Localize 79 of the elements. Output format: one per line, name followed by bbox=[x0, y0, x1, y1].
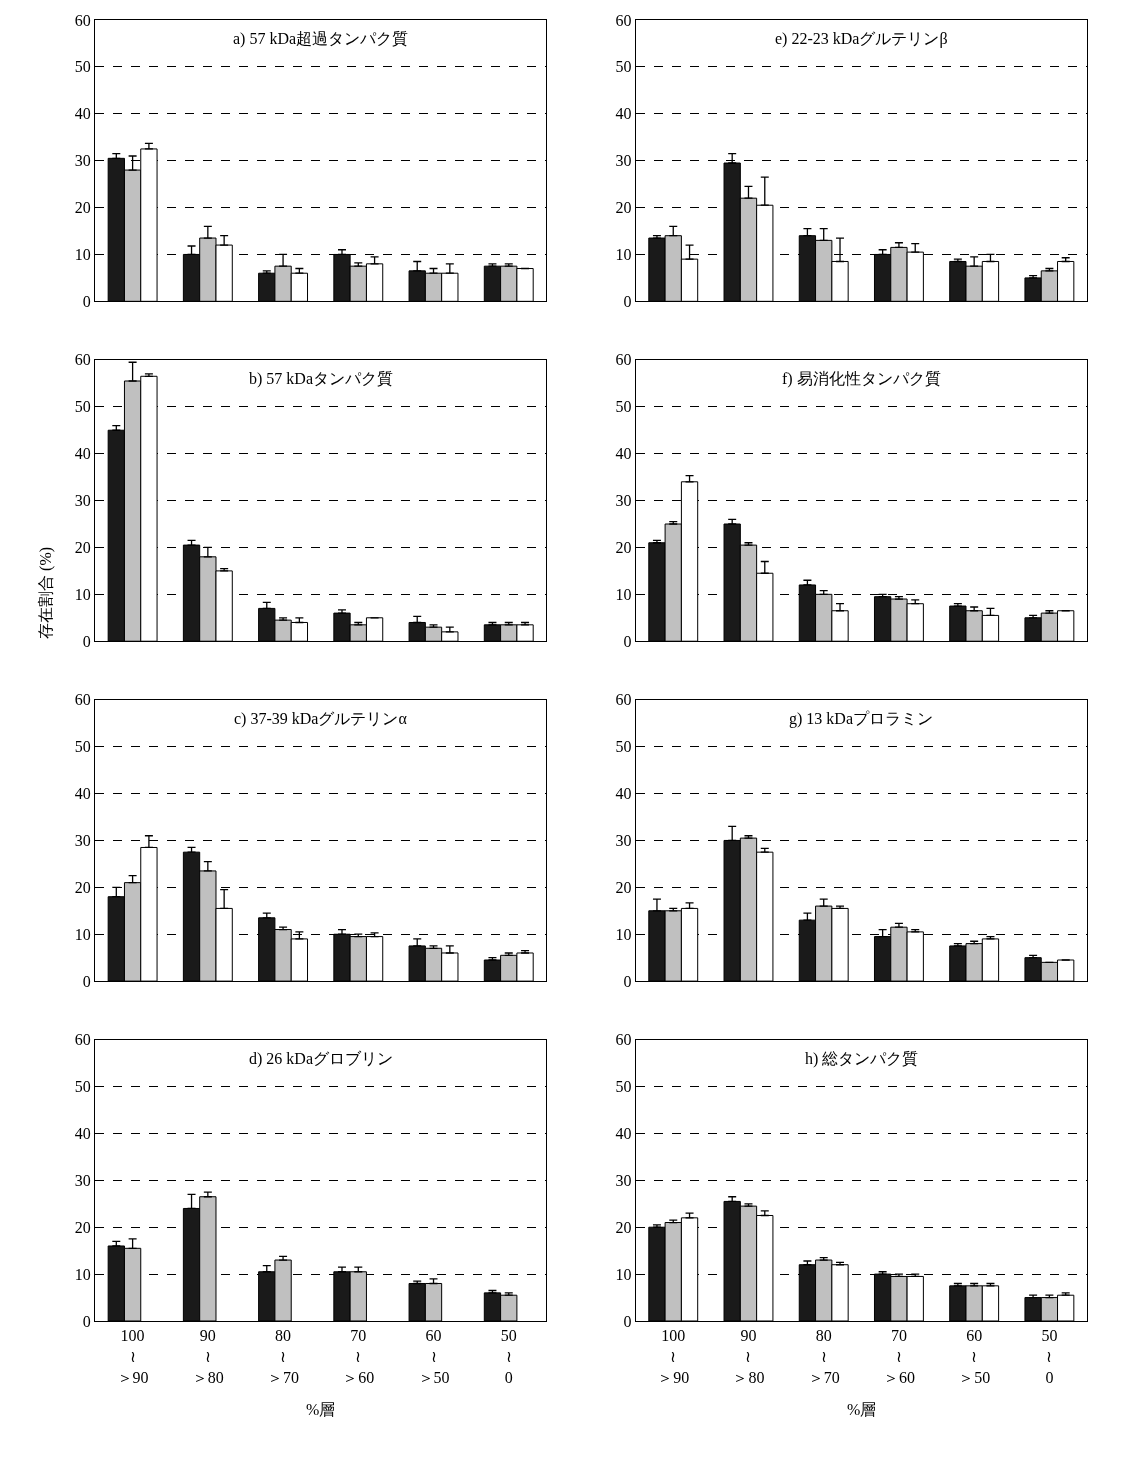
y-tick-label: 10 bbox=[615, 585, 632, 603]
y-tick-label: 20 bbox=[615, 1218, 632, 1236]
y-tick-label: 60 bbox=[615, 1031, 632, 1049]
x-axis-title: %層 bbox=[847, 1401, 877, 1418]
y-tick-label: 50 bbox=[615, 58, 632, 76]
y-tick-label: 20 bbox=[74, 539, 91, 557]
y-tick-label: 40 bbox=[615, 445, 632, 463]
y-tick-label: 30 bbox=[74, 1171, 91, 1189]
y-tick-label: 20 bbox=[615, 878, 632, 896]
text: a) 57 kDa超過タンパク質 bbox=[233, 30, 409, 48]
y-tick-label: 60 bbox=[615, 11, 632, 29]
y-tick-label: 60 bbox=[74, 1031, 91, 1049]
y-tick-label: 40 bbox=[615, 785, 632, 803]
y-tick-label: 40 bbox=[74, 105, 91, 123]
text: b) 57 kDaタンパク質 bbox=[249, 370, 393, 388]
y-tick-label: 50 bbox=[615, 398, 632, 416]
y-tick-label: 30 bbox=[615, 1171, 632, 1189]
x-tick-label: 70 ≀ ＞60 bbox=[882, 1327, 915, 1386]
y-tick-label: 0 bbox=[623, 632, 632, 650]
y-tick-label: 20 bbox=[74, 199, 91, 217]
y-tick-label: 10 bbox=[74, 585, 91, 603]
y-tick-label: 20 bbox=[615, 539, 632, 557]
y-tick-label: 50 bbox=[74, 58, 91, 76]
y-tick-label: 0 bbox=[82, 972, 91, 990]
y-tick-label: 0 bbox=[82, 1312, 91, 1330]
x-tick-label: 90 ≀ ＞80 bbox=[732, 1327, 765, 1386]
y-tick-label: 50 bbox=[74, 398, 91, 416]
y-tick-label: 0 bbox=[623, 292, 632, 310]
x-tick-label: 90 ≀ ＞80 bbox=[191, 1327, 224, 1386]
y-tick-label: 10 bbox=[615, 1265, 632, 1283]
y-tick-label: 10 bbox=[74, 246, 91, 264]
y-tick-label: 0 bbox=[623, 1312, 632, 1330]
y-tick-label: 60 bbox=[74, 691, 91, 709]
y-tick-label: 40 bbox=[615, 105, 632, 123]
y-tick-label: 30 bbox=[615, 492, 632, 510]
y-tick-label: 40 bbox=[74, 1125, 91, 1143]
y-tick-label: 60 bbox=[74, 351, 91, 369]
text: g) 13 kDaプロラミン bbox=[789, 710, 933, 728]
x-tick-label: 80 ≀ ＞70 bbox=[267, 1327, 300, 1386]
y-tick-label: 20 bbox=[615, 199, 632, 217]
y-tick-label: 10 bbox=[615, 246, 632, 264]
x-tick-label: 80 ≀ ＞70 bbox=[807, 1327, 840, 1386]
y-tick-label: 40 bbox=[74, 785, 91, 803]
y-tick-label: 10 bbox=[74, 1265, 91, 1283]
y-tick-label: 40 bbox=[615, 1125, 632, 1143]
y-axis-title: 存在割合 (%) bbox=[37, 546, 56, 639]
y-tick-label: 20 bbox=[74, 878, 91, 896]
y-tick-label: 0 bbox=[82, 632, 91, 650]
x-tick-label: 100 ≀ ＞90 bbox=[116, 1327, 149, 1386]
x-axis-title: %層 bbox=[306, 1401, 336, 1418]
text: c) 37-39 kDaグルテリンα bbox=[234, 710, 408, 728]
y-tick-label: 10 bbox=[615, 925, 632, 943]
x-tick-label: 50 ≀ 0 bbox=[500, 1327, 517, 1386]
y-tick-label: 50 bbox=[615, 738, 632, 756]
y-tick-label: 30 bbox=[74, 832, 91, 850]
y-tick-label: 60 bbox=[74, 11, 91, 29]
y-tick-label: 60 bbox=[615, 691, 632, 709]
x-tick-label: 70 ≀ ＞60 bbox=[342, 1327, 375, 1386]
y-tick-label: 40 bbox=[74, 445, 91, 463]
text: f) 易消化性タンパク質 bbox=[782, 370, 941, 388]
text: d) 26 kDaグロブリン bbox=[249, 1050, 393, 1068]
y-tick-label: 50 bbox=[615, 1078, 632, 1096]
y-tick-label: 60 bbox=[615, 351, 632, 369]
text: e) 22-23 kDaグルテリンβ bbox=[775, 30, 948, 48]
y-tick-label: 0 bbox=[82, 292, 91, 310]
y-tick-label: 30 bbox=[615, 152, 632, 170]
y-tick-label: 0 bbox=[623, 972, 632, 990]
x-tick-label: 60 ≀ ＞50 bbox=[417, 1327, 450, 1386]
y-tick-label: 10 bbox=[74, 925, 91, 943]
y-tick-label: 50 bbox=[74, 1078, 91, 1096]
x-tick-label: 50 ≀ 0 bbox=[1041, 1327, 1058, 1386]
x-tick-label: 60 ≀ ＞50 bbox=[958, 1327, 991, 1386]
y-tick-label: 30 bbox=[74, 492, 91, 510]
y-tick-label: 30 bbox=[74, 152, 91, 170]
x-tick-label: 100 ≀ ＞90 bbox=[657, 1327, 690, 1386]
y-tick-label: 20 bbox=[74, 1218, 91, 1236]
y-tick-label: 30 bbox=[615, 832, 632, 850]
y-tick-label: 50 bbox=[74, 738, 91, 756]
text: h) 総タンパク質 bbox=[805, 1050, 919, 1068]
